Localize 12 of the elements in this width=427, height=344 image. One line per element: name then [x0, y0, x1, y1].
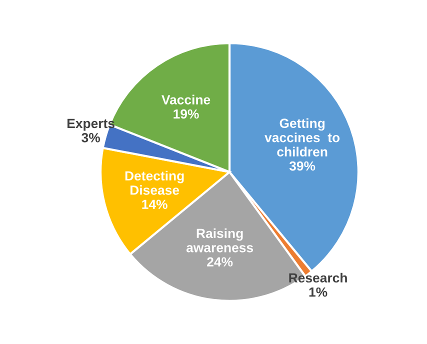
slice-label: Getting vaccines to children	[264, 118, 340, 156]
slice-label: Research	[289, 272, 347, 283]
data-label: 1%	[309, 287, 328, 297]
slice-label: Vaccine	[162, 94, 210, 104]
data-label: 24%	[207, 257, 233, 267]
data-label: 39%	[289, 161, 316, 171]
slice-label: Raising awareness	[186, 228, 254, 252]
slice-label: Experts	[68, 118, 114, 131]
data-label: 14%	[142, 200, 168, 209]
slice-label: Detecting Disease	[125, 170, 184, 195]
data-label: 19%	[174, 109, 199, 119]
data-label: 3%	[82, 133, 100, 142]
